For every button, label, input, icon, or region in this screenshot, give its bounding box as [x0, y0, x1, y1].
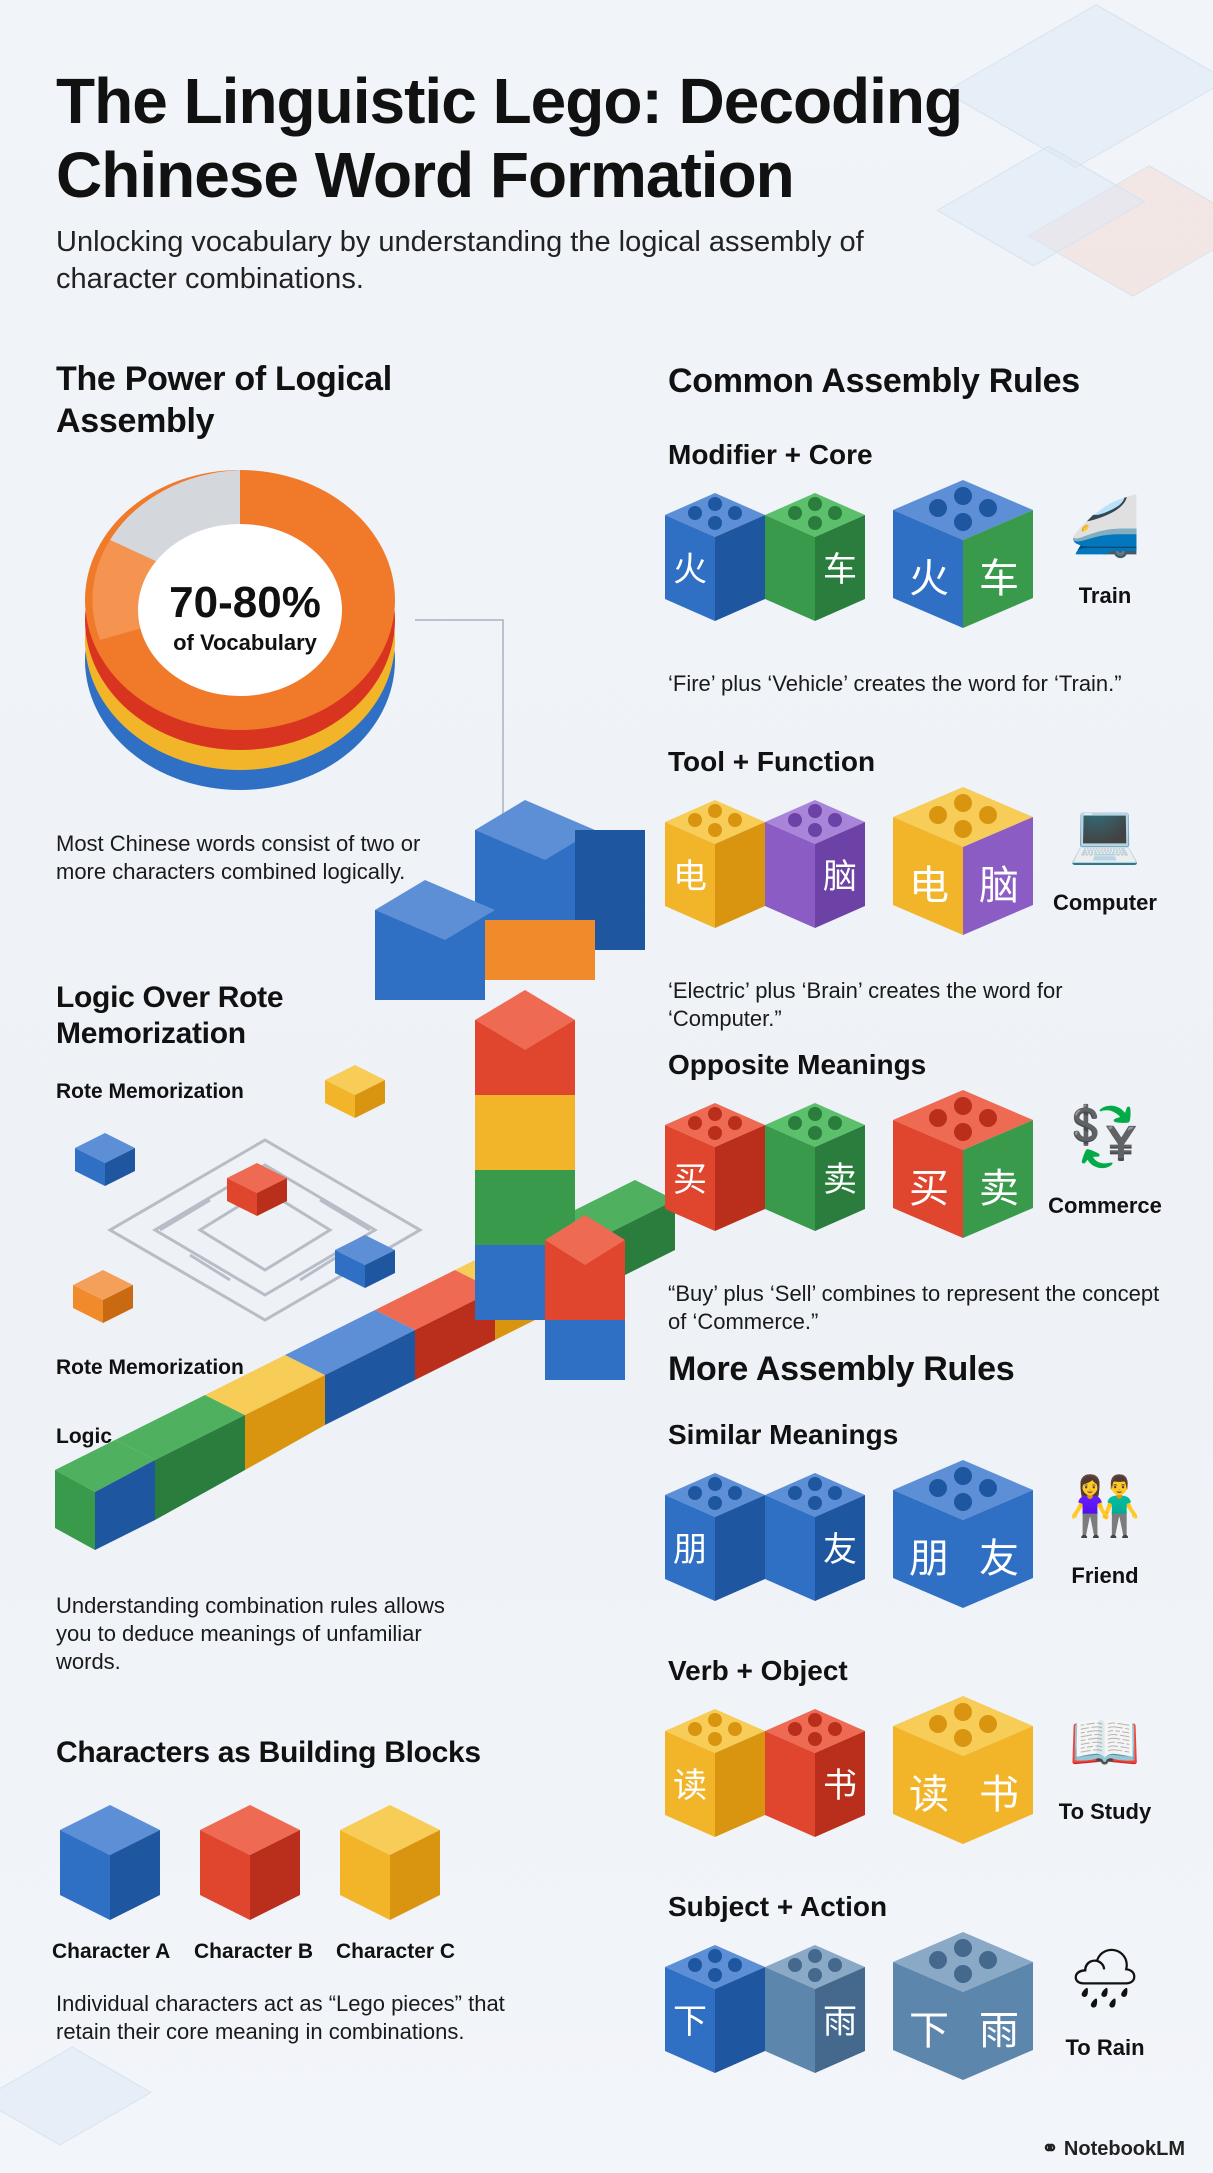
page-subtitle: Unlocking vocabulary by understanding th…	[56, 226, 864, 295]
character-glyph: 火	[673, 550, 707, 590]
character-cube: 书	[765, 1709, 865, 1837]
combined-glyph: 火	[909, 556, 949, 602]
character-cube: 卖	[765, 1103, 865, 1231]
stat-value: 70-80%	[169, 578, 321, 627]
rule-caption: ‘Fire’ plus ‘Vehicle’ creates the word f…	[668, 671, 1122, 696]
train-icon: 🚄	[1068, 494, 1142, 559]
character-glyph: 读	[673, 1766, 707, 1806]
lego-brick-yellow-small	[325, 1065, 385, 1118]
rule-heading: Subject + Action	[668, 1891, 888, 1922]
connector-line	[415, 619, 504, 845]
notebooklm-logo-icon: ⚭	[1041, 2138, 1059, 2160]
combined-glyph: 朋	[909, 1536, 949, 1582]
more-rules-heading: More Assembly Rules	[668, 1350, 1015, 1388]
character-glyph: 脑	[823, 857, 857, 897]
brand-text: NotebookLM	[1063, 2138, 1185, 2160]
character-block-b	[200, 1805, 300, 1920]
power-caption: Most Chinese words consist of two or mor…	[56, 831, 421, 884]
page-title: The Linguistic Lego: Decoding Chinese Wo…	[56, 65, 963, 211]
combined-glyph: 雨	[979, 2008, 1019, 2054]
character-glyph: 电	[673, 857, 707, 897]
common-rules-heading: Common Assembly Rules	[668, 362, 1080, 400]
character-cube: 车	[765, 493, 865, 621]
logic-heading: Logic Over Rote Memorization	[56, 981, 284, 1050]
character-cube: 朋	[665, 1473, 765, 1601]
character-glyph: 朋	[673, 1530, 707, 1570]
rote-label-top: Rote Memorization	[56, 1080, 244, 1103]
lego-brick-red-small	[227, 1163, 287, 1216]
background-cube	[0, 2046, 152, 2146]
rule-heading: Similar Meanings	[668, 1419, 899, 1450]
character-glyph: 卖	[823, 1160, 857, 1200]
combined-word-cube: 电脑	[893, 787, 1033, 935]
logic-label: Logic	[56, 1425, 112, 1448]
character-cube: 友	[765, 1473, 865, 1601]
rule-heading: Verb + Object	[668, 1655, 848, 1686]
rule-result-label: Train	[1078, 583, 1132, 608]
combined-glyph: 卖	[979, 1166, 1019, 1212]
lego-brick-orange-small	[73, 1270, 133, 1323]
combined-glyph: 友	[979, 1536, 1019, 1582]
combined-glyph: 车	[979, 556, 1019, 602]
blocks-caption: Individual characters act as “Lego piece…	[56, 1991, 505, 2044]
logic-caption: Understanding combination rules allows y…	[56, 1593, 445, 1674]
combined-word-cube: 买卖	[893, 1090, 1033, 1238]
stat-label: of Vocabulary	[173, 630, 317, 655]
character-glyph: 雨	[823, 2002, 857, 2042]
combined-glyph: 书	[979, 1772, 1019, 1818]
lego-brick-blue-small	[75, 1133, 135, 1186]
character-cube: 买	[665, 1103, 765, 1231]
reading-child-icon: 📖	[1068, 1710, 1142, 1775]
character-glyph: 书	[823, 1766, 857, 1806]
character-glyph: 下	[673, 2002, 707, 2042]
character-cube: 雨	[765, 1945, 865, 2073]
rote-label-mid: Rote Memorization	[56, 1356, 244, 1379]
money-exchange-icon: 💱	[1068, 1104, 1142, 1169]
rain-cloud-icon: 🌧	[1068, 1946, 1142, 2011]
character-cube: 脑	[765, 800, 865, 928]
combined-glyph: 下	[909, 2008, 949, 2054]
vocabulary-donut-chart	[85, 470, 395, 790]
friends-icon: 👫	[1068, 1474, 1142, 1539]
power-heading: The Power of Logical Assembly	[56, 360, 392, 440]
character-cube: 读	[665, 1709, 765, 1837]
combined-word-cube: 朋友	[893, 1460, 1033, 1608]
rule-result-label: Friend	[1071, 1563, 1139, 1588]
rule-caption: “Buy’ plus ‘Sell’ combines to represent …	[668, 1281, 1160, 1334]
combined-glyph: 买	[909, 1166, 949, 1212]
character-a-label: Character A	[52, 1940, 171, 1963]
combined-glyph: 电	[909, 863, 949, 909]
combined-word-cube: 火车	[893, 480, 1033, 628]
character-block-c	[340, 1805, 440, 1920]
rule-result-label: Computer	[1053, 890, 1157, 915]
laptop-icon: 💻	[1068, 801, 1142, 866]
character-cube: 火	[665, 493, 765, 621]
combined-word-cube: 下雨	[893, 1932, 1033, 2080]
brand-label: ⚭ NotebookLM	[1042, 2136, 1185, 2161]
character-glyph: 买	[673, 1160, 707, 1200]
rule-heading: Opposite Meanings	[668, 1049, 927, 1080]
combined-glyph: 脑	[979, 863, 1019, 909]
lego-brick-blue-small	[335, 1235, 395, 1288]
rule-heading: Tool + Function	[668, 746, 876, 777]
combined-glyph: 读	[909, 1772, 949, 1818]
character-cube: 电	[665, 800, 765, 928]
blocks-heading: Characters as Building Blocks	[56, 1736, 481, 1769]
rule-heading: Modifier + Core	[668, 439, 873, 470]
rule-result-label: Commerce	[1048, 1193, 1162, 1218]
rule-result-label: To Study	[1058, 1799, 1152, 1824]
character-glyph: 友	[823, 1530, 857, 1570]
character-cube: 下	[665, 1945, 765, 2073]
rule-caption: ‘Electric’ plus ‘Brain’ creates the word…	[668, 978, 1063, 1031]
combined-word-cube: 读书	[893, 1696, 1033, 1844]
character-block-a	[60, 1805, 160, 1920]
character-c-label: Character C	[336, 1940, 456, 1963]
maze-illustration	[107, 1138, 423, 1322]
rule-result-label: To Rain	[1065, 2035, 1145, 2060]
character-b-label: Character B	[194, 1940, 314, 1963]
character-glyph: 车	[823, 550, 857, 590]
lego-tower-path-illustration	[55, 800, 675, 1550]
